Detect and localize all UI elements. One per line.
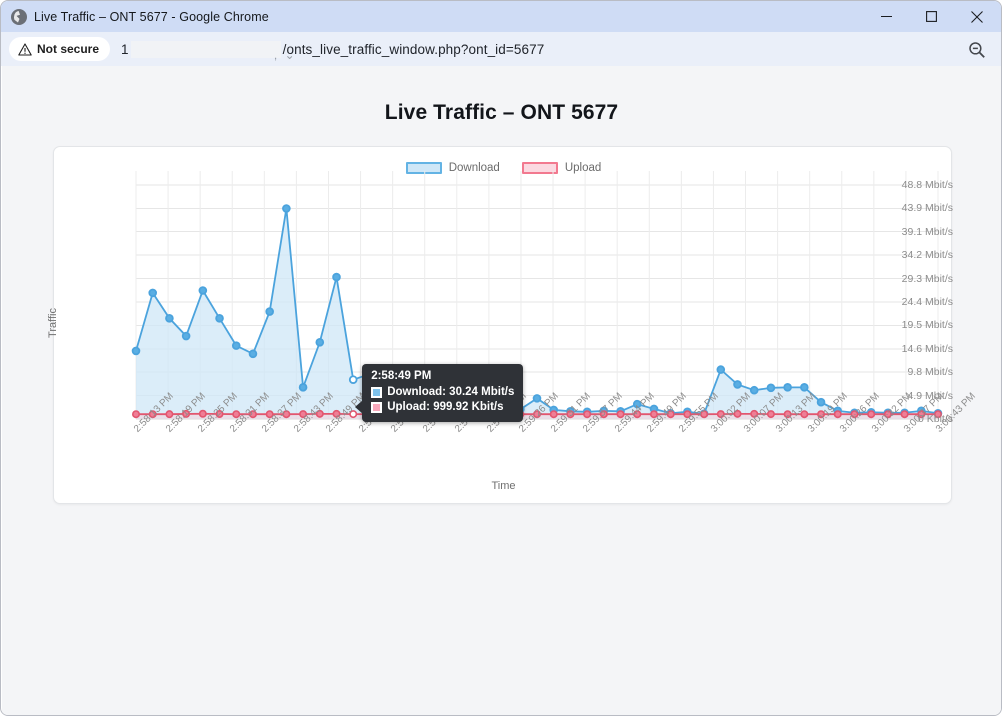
browser-toolbar: Not secure 1 /onts_live_traffic_window.p… [1, 32, 1001, 66]
url-redacted-host [130, 40, 297, 62]
page-title: Live Traffic – ONT 5677 [384, 101, 619, 124]
legend-swatch-upload [521, 162, 558, 174]
site-security-chip[interactable]: Not secure [9, 37, 111, 61]
warning-triangle-icon [18, 42, 32, 56]
chart-svg [131, 171, 943, 420]
live-traffic-chart-card: Download Upload 0 Kbit/s 4.9 Mbit/s 9.8 Mb… [47, 146, 978, 505]
zoom-out-magnifier-icon[interactable] [967, 40, 987, 60]
y-tick-label: 34.2 Mbit/s [901, 249, 953, 261]
y-tick-label: 0 Kbit/s [917, 413, 953, 425]
tooltip-upload-row: Upload: 999.92 Kbit/s [371, 400, 514, 415]
address-bar[interactable]: 1 /onts_live_traffic_window.php?ont_id=5… [121, 40, 545, 62]
tooltip-time: 2:58:49 PM [371, 369, 432, 382]
page-content: Live Traffic – ONT 5677 Download Upload … [2, 66, 1001, 715]
url-host-prefix: 1 [121, 41, 129, 57]
legend-swatch-download [405, 162, 442, 174]
y-tick-label: 48.8 Mbit/s [901, 179, 953, 191]
tooltip-download-swatch [371, 386, 383, 398]
y-tick-label: 24.4 Mbit/s [901, 296, 953, 308]
minimize-button[interactable] [864, 1, 909, 32]
chart-plot-area[interactable]: 0 Kbit/s 4.9 Mbit/s 9.8 Mbit/s 14.6 Mbit/s 1… [47, 147, 978, 505]
url-path: /onts_live_traffic_window.php?ont_id=567… [282, 41, 545, 57]
window-title: Live Traffic – ONT 5677 - Google Chrome [34, 9, 269, 24]
y-tick-label: 39.1 Mbit/s [901, 225, 953, 238]
y-tick-label: 29.3 Mbit/s [901, 272, 953, 285]
chart-legend: Download Upload [54, 162, 953, 174]
chart-tooltip: 2:58:49 PM Download: 30.24 Mbit/s Upload… [355, 363, 524, 422]
tooltip-upload-value: Upload: 999.92 Kbit/s [387, 400, 504, 413]
legend-label-download: Download [448, 162, 500, 174]
window-title-bar: Live Traffic – ONT 5677 - Google Chrome [1, 1, 1001, 32]
y-tick-label: 9.8 Mbit/s [907, 366, 953, 378]
y-tick-label: 43.9 Mbit/s [901, 202, 953, 215]
close-button[interactable] [954, 1, 999, 32]
y-tick-label: 19.5 Mbit/s [901, 319, 953, 332]
chrome-globe-favicon [11, 8, 27, 25]
legend-item-upload[interactable]: Upload [521, 162, 602, 174]
security-label: Not secure [37, 42, 100, 56]
tooltip-upload-swatch [371, 401, 383, 413]
legend-label-upload: Upload [564, 162, 602, 174]
tooltip-download-row: Download: 30.24 Mbit/s [371, 385, 514, 400]
x-axis-title: Time [491, 480, 516, 492]
y-axis-title: Traffic [46, 308, 59, 338]
legend-item-download[interactable]: Download [405, 162, 500, 174]
maximize-button[interactable] [909, 1, 954, 32]
y-tick-label: 14.6 Mbit/s [901, 342, 953, 355]
tooltip-download-value: Download: 30.24 Mbit/s [387, 385, 515, 398]
y-tick-label: 4.9 Mbit/s [907, 389, 953, 402]
